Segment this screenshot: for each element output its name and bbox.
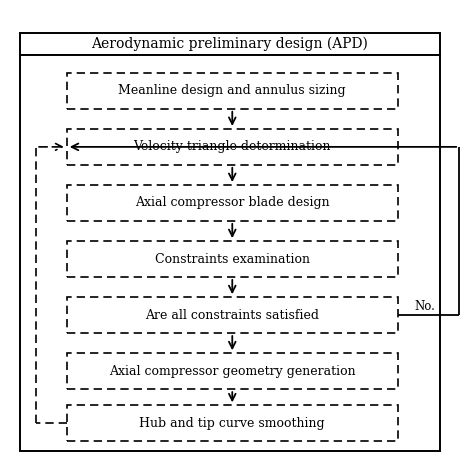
Bar: [67, 405, 398, 441]
Text: Velocity triangle determination: Velocity triangle determination: [134, 140, 331, 154]
Text: Are all constraints satisfied: Are all constraints satisfied: [145, 309, 319, 321]
Bar: [19, 55, 440, 451]
Bar: [67, 241, 398, 277]
Bar: [19, 33, 440, 55]
Bar: [67, 353, 398, 389]
Bar: [67, 73, 398, 109]
Bar: [67, 129, 398, 165]
Text: No.: No.: [415, 300, 436, 313]
Text: Meanline design and annulus sizing: Meanline design and annulus sizing: [118, 84, 346, 97]
Bar: [67, 297, 398, 333]
Text: Axial compressor geometry generation: Axial compressor geometry generation: [109, 365, 356, 378]
Text: Aerodynamic preliminary design (APD): Aerodynamic preliminary design (APD): [91, 36, 368, 51]
Text: Axial compressor blade design: Axial compressor blade design: [135, 196, 329, 210]
Text: Hub and tip curve smoothing: Hub and tip curve smoothing: [139, 417, 325, 430]
Text: Constraints examination: Constraints examination: [155, 253, 310, 265]
Bar: [67, 185, 398, 221]
